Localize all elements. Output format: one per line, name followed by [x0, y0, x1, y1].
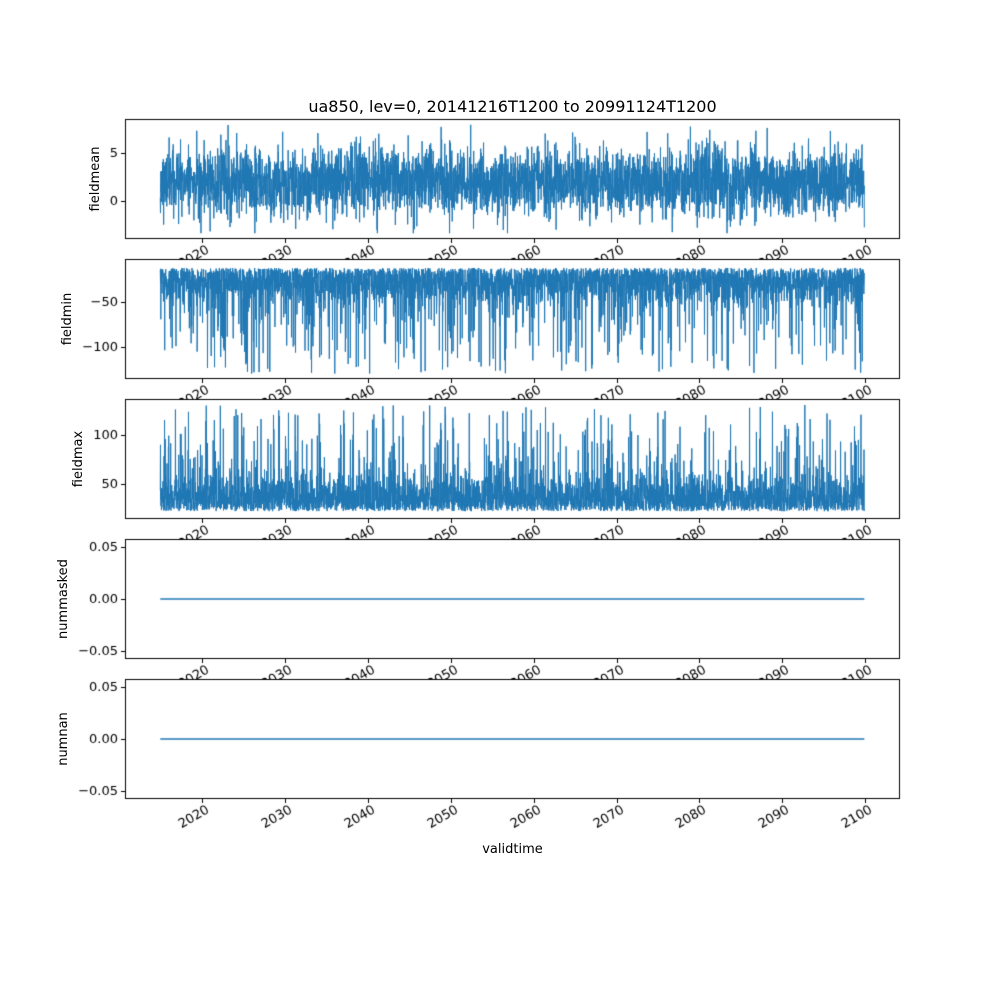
y-axis-label-numnan: numnan — [56, 712, 72, 766]
y-axis-label-nummasked: nummasked — [56, 559, 72, 639]
y-axis-label-fieldmin: fieldmin — [60, 292, 76, 346]
chart-title: ua850, lev=0, 20141216T1200 to 20991124T… — [308, 97, 717, 116]
x-axis-label: validtime — [482, 842, 543, 857]
y-axis-label-fieldmean: fieldmean — [87, 146, 103, 212]
y-axis-label-fieldmax: fieldmax — [71, 430, 87, 488]
